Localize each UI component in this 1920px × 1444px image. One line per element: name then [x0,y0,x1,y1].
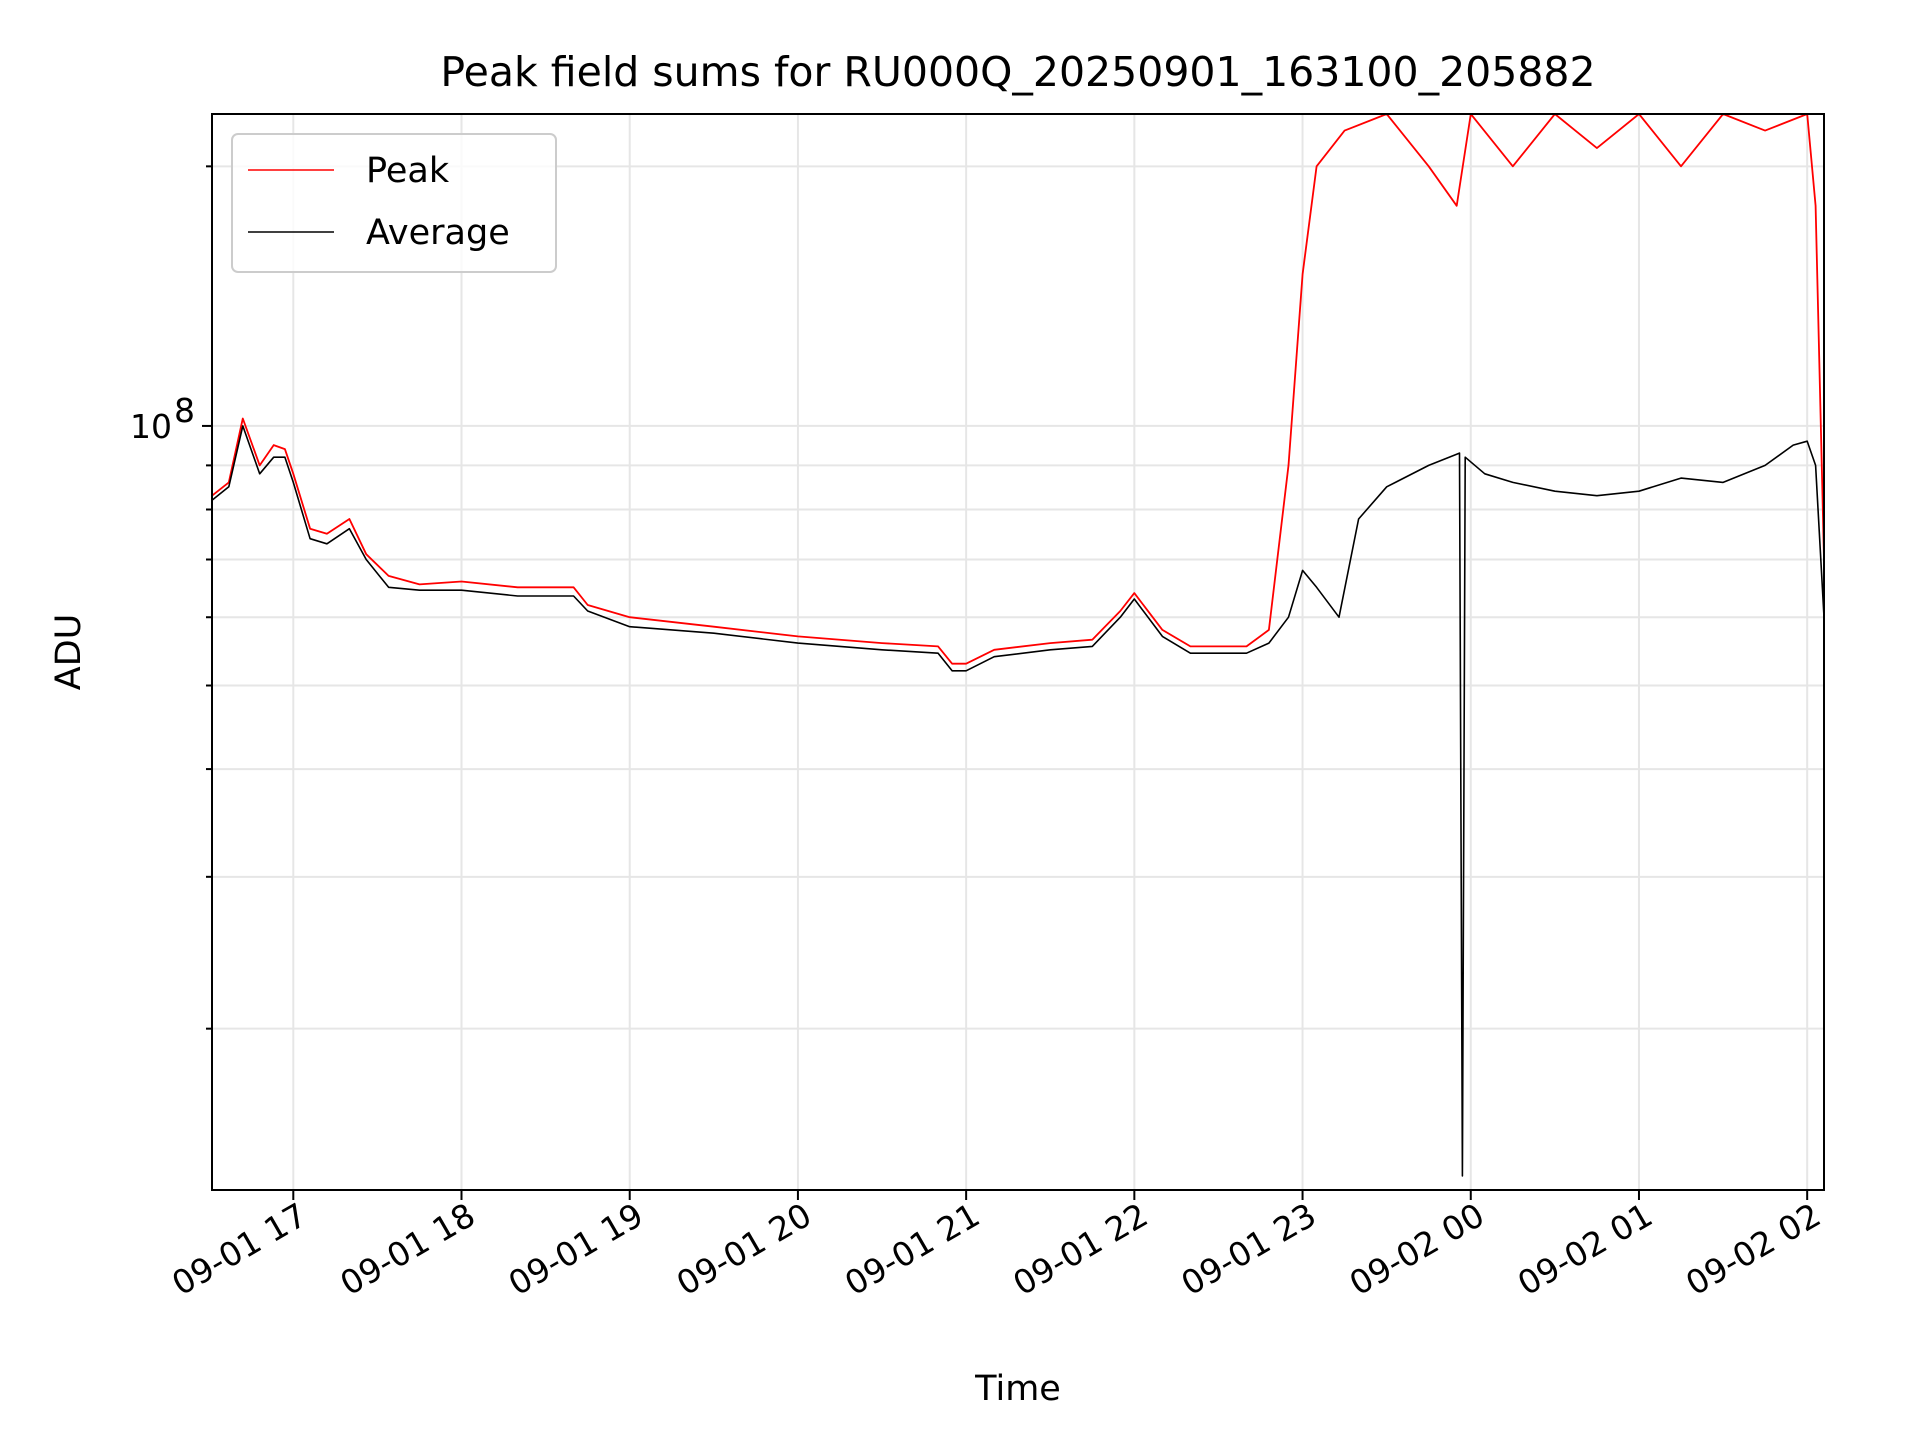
chart-title: Peak field sums for RU000Q_20250901_1631… [440,48,1595,96]
grid [212,114,1824,1190]
x-axis-label: Time [974,1369,1061,1409]
series-layer [211,113,1825,1177]
ticks: 09-01 17 09-01 18 09-01 19 09-01 20 09-01 21… [130,165,1827,1303]
x-tick-label: 09-02 02 [1679,1195,1827,1303]
x-tick-label: 09-01 22 [1006,1195,1154,1303]
y-tick-base: 10 [130,407,172,446]
legend: Peak Average [231,133,557,273]
plot-frame [211,113,1825,1191]
x-tick-label: 09-01 19 [502,1195,650,1303]
x-tick-label: 09-02 01 [1511,1195,1659,1303]
y-axis-label: ADU [49,614,89,691]
legend-peak-label: Peak [366,151,450,191]
series-line-peak [211,113,1825,665]
series-line-average [211,425,1825,1177]
x-tick-label: 09-01 23 [1175,1195,1323,1303]
x-tick-label: 09-01 20 [670,1195,818,1303]
x-tick-label: 09-02 00 [1343,1195,1491,1303]
x-tick-label: 09-01 18 [334,1195,482,1303]
legend-average-label: Average [366,213,510,253]
x-tick-label: 09-01 17 [165,1195,313,1303]
legend-box [231,133,557,273]
y-tick-label: 10 [130,407,172,446]
x-tick-label: 09-01 21 [838,1195,986,1303]
y-tick-exponent: 8 [174,391,195,430]
